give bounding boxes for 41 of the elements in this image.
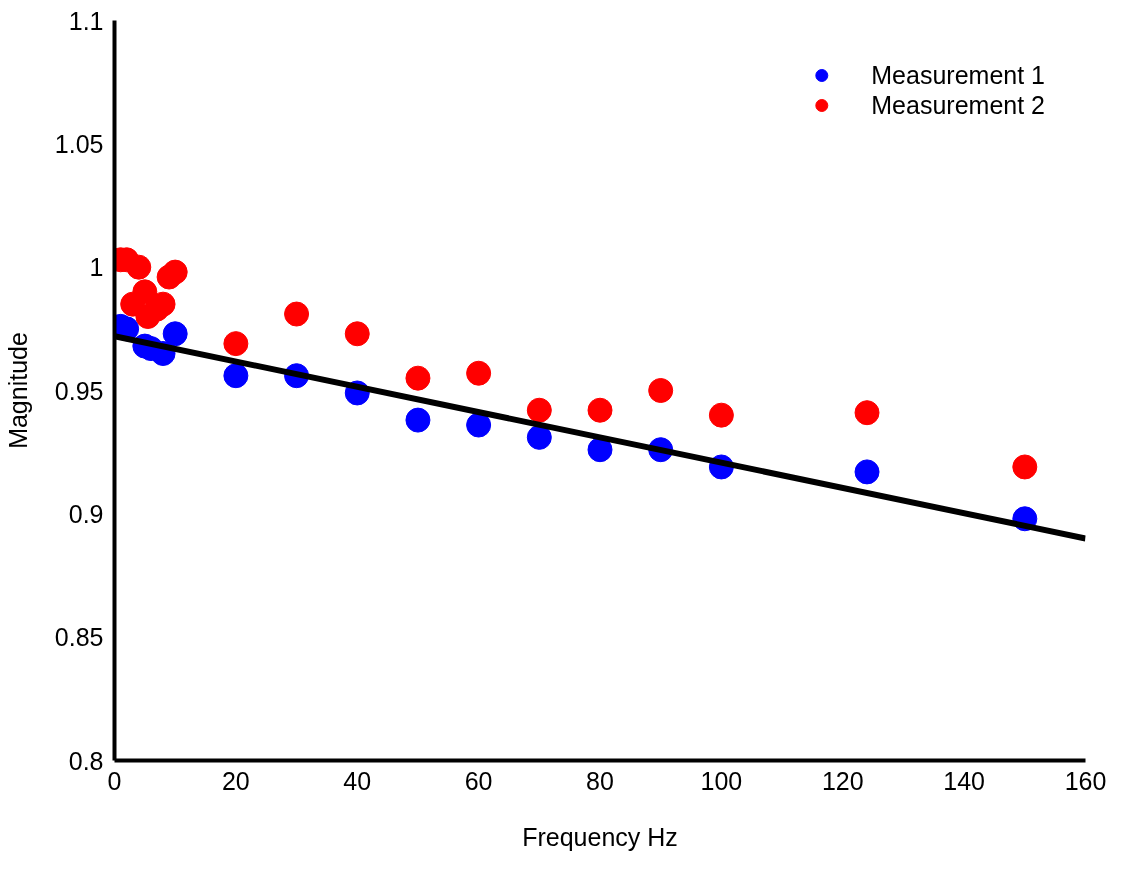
y-axis-title: Magnitude <box>3 332 32 449</box>
y-tick-label: 0.95 <box>54 376 104 405</box>
point <box>223 331 249 357</box>
x-tick-label: 160 <box>1064 766 1107 795</box>
x-tick-label: 80 <box>586 766 614 795</box>
point <box>854 400 880 426</box>
x-tick-label: 40 <box>343 766 372 795</box>
x-tick-label: 140 <box>943 766 985 795</box>
x-tick-label: 0 <box>107 766 122 795</box>
point <box>405 407 431 433</box>
x-tick-label: 60 <box>464 766 493 795</box>
point <box>162 259 188 285</box>
y-tick-label: 1.05 <box>54 129 104 158</box>
point <box>648 378 674 403</box>
legend-label: Measurement 2 <box>871 90 1045 120</box>
point <box>708 402 734 428</box>
point <box>466 412 492 438</box>
x-tick-label: 120 <box>821 766 864 795</box>
y-tick-label: 1 <box>89 253 104 282</box>
y-tick-label: 0.85 <box>54 623 104 652</box>
x-tick-label: 100 <box>700 766 743 795</box>
y-tick-label: 0.8 <box>68 746 104 775</box>
point <box>162 321 188 347</box>
point <box>223 363 249 389</box>
point <box>587 437 613 463</box>
point <box>284 301 310 327</box>
legend-label: Measurement 1 <box>871 60 1045 90</box>
point <box>526 424 552 450</box>
point <box>466 360 492 386</box>
x-axis-title: Frequency Hz <box>522 822 678 851</box>
x-tick-label: 20 <box>221 766 250 795</box>
point <box>854 459 880 485</box>
y-tick-label: 0.9 <box>68 499 104 528</box>
point <box>526 397 552 423</box>
point <box>405 365 431 391</box>
point <box>587 397 613 423</box>
point <box>132 279 158 305</box>
y-tick-label: 1.1 <box>68 6 104 35</box>
point <box>1012 454 1038 480</box>
point <box>344 321 370 347</box>
point <box>126 254 152 280</box>
